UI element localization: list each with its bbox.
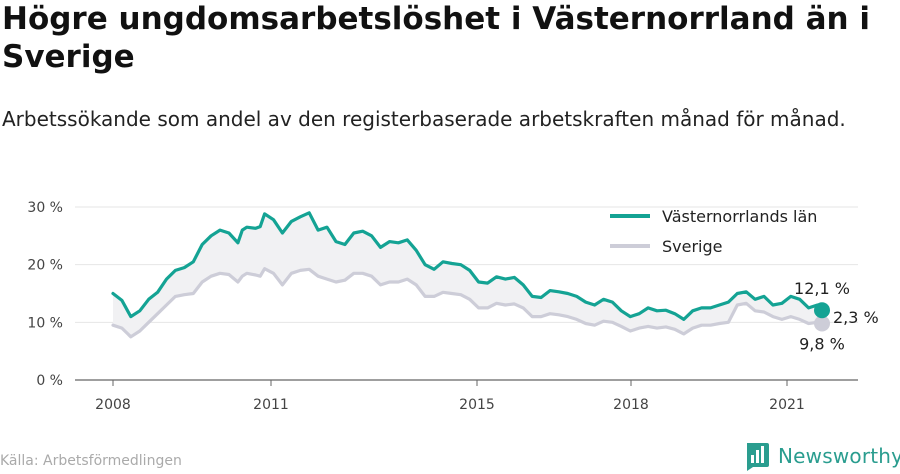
legend-label-vasternorrland: Västernorrlands län	[662, 207, 817, 226]
end-point-vasternorrland	[814, 302, 830, 319]
y-tick-label: 0 %	[36, 373, 63, 389]
y-tick-label: 30 %	[27, 200, 63, 216]
series-line-sverige	[111, 267, 824, 339]
x-tick-label: 2011	[253, 397, 289, 413]
x-tick-label: 2021	[769, 397, 805, 413]
series-line-vasternorrland	[111, 211, 824, 321]
end-point-sverige	[814, 315, 830, 332]
newsworthy-logo-icon	[747, 443, 769, 471]
difference-label: 2,3 %	[833, 308, 879, 327]
chart-subtitle: Arbetssökande som andel av den registerb…	[2, 107, 846, 131]
x-tick-label: 2008	[95, 397, 131, 413]
brand-name: Newsworthy	[778, 444, 900, 468]
x-tick-label: 2015	[459, 397, 495, 413]
difference-area	[113, 212, 822, 337]
brand: Newsworthy	[744, 441, 900, 471]
chart-title: Högre ungdomsarbetslöshet i Västernorrla…	[2, 1, 871, 75]
x-tick-label: 2018	[613, 397, 649, 413]
end-label-sverige: 9,8 %	[799, 334, 845, 353]
end-label-vasternorrland: 12,1 %	[794, 279, 850, 298]
y-tick-label: 10 %	[27, 315, 63, 331]
source-note: Källa: Arbetsförmedlingen	[0, 453, 182, 469]
legend-label-sverige: Sverige	[662, 237, 723, 256]
y-tick-label: 20 %	[27, 258, 63, 274]
